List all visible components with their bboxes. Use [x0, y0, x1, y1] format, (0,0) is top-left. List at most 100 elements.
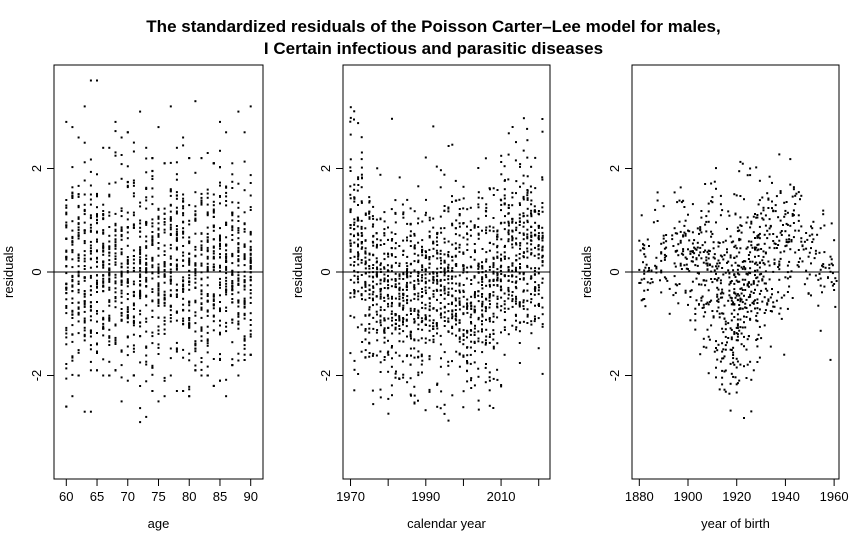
data-point: [206, 226, 209, 229]
data-point: [706, 268, 709, 271]
data-point: [108, 316, 111, 319]
data-point: [541, 313, 544, 316]
data-point: [231, 273, 234, 276]
data-point: [755, 166, 758, 169]
data-point: [428, 279, 431, 282]
data-point: [481, 284, 483, 286]
data-point: [243, 230, 246, 233]
data-point: [413, 244, 416, 247]
data-point: [169, 243, 172, 246]
data-point: [663, 253, 666, 256]
data-point: [349, 263, 352, 266]
data-point: [65, 326, 68, 329]
data-point: [364, 285, 367, 288]
data-point: [526, 289, 529, 292]
data-point: [102, 274, 105, 277]
data-point: [401, 360, 404, 363]
data-point: [767, 299, 770, 302]
data-point: [390, 278, 393, 281]
data-point: [511, 221, 514, 224]
data-point: [231, 358, 234, 361]
data-point: [206, 365, 209, 368]
data-point: [805, 247, 808, 250]
data-point: [778, 268, 781, 271]
data-point: [114, 369, 117, 372]
data-point: [758, 179, 761, 182]
data-point: [511, 294, 514, 297]
data-point: [515, 297, 518, 300]
data-point: [500, 161, 503, 163]
data-point: [375, 273, 378, 276]
data-point: [157, 283, 160, 286]
data-point: [466, 360, 468, 362]
data-point: [182, 322, 185, 325]
data-point: [249, 240, 252, 243]
data-point: [188, 395, 191, 398]
data-point: [200, 335, 203, 338]
data-point: [194, 342, 197, 345]
data-point: [735, 194, 738, 197]
data-point: [526, 221, 529, 224]
data-point: [194, 214, 197, 217]
data-point: [477, 399, 480, 402]
data-point: [443, 261, 446, 264]
data-point: [383, 336, 386, 339]
data-point: [132, 249, 135, 252]
data-point: [394, 212, 397, 215]
data-point: [89, 216, 92, 219]
data-point: [212, 250, 215, 253]
data-point: [163, 162, 166, 165]
data-point: [139, 283, 142, 286]
data-point: [361, 246, 364, 249]
data-point: [139, 297, 142, 300]
data-point: [750, 378, 753, 381]
data-point: [225, 265, 228, 268]
data-point: [707, 202, 710, 205]
data-point: [443, 305, 446, 308]
data-point: [206, 192, 209, 195]
data-point: [511, 220, 514, 223]
data-point: [169, 234, 172, 236]
data-point: [175, 237, 178, 240]
data-point: [417, 399, 419, 402]
data-point: [83, 329, 86, 332]
data-point: [132, 195, 135, 198]
data-point: [194, 347, 197, 350]
data-point: [492, 347, 495, 350]
data-point: [518, 305, 521, 308]
data-point: [719, 292, 722, 295]
data-point: [829, 255, 832, 258]
data-point: [383, 277, 386, 280]
data-point: [503, 202, 506, 205]
data-point: [139, 309, 142, 312]
data-point: [225, 293, 228, 296]
data-point: [96, 79, 98, 82]
data-point: [77, 312, 80, 315]
data-point: [477, 318, 480, 321]
data-point: [778, 264, 781, 267]
data-point: [206, 310, 209, 313]
data-point: [163, 376, 166, 379]
data-point: [724, 239, 727, 242]
data-point: [744, 306, 747, 309]
data-point: [83, 161, 86, 164]
data-point: [417, 298, 420, 301]
data-point: [398, 176, 401, 179]
data-point: [696, 246, 699, 249]
data-point: [89, 309, 92, 312]
data-point: [163, 217, 166, 220]
data-point: [470, 313, 473, 316]
data-point: [533, 210, 536, 213]
data-point: [353, 291, 356, 293]
data-point: [114, 222, 117, 225]
data-point: [145, 320, 148, 323]
data-point: [730, 280, 733, 282]
data-point: [406, 269, 408, 272]
data-point: [375, 257, 378, 260]
data-point: [735, 279, 738, 282]
data-point: [225, 223, 228, 226]
data-point: [71, 324, 74, 327]
data-point: [747, 281, 750, 284]
data-point: [379, 319, 382, 322]
data-point: [786, 241, 789, 244]
